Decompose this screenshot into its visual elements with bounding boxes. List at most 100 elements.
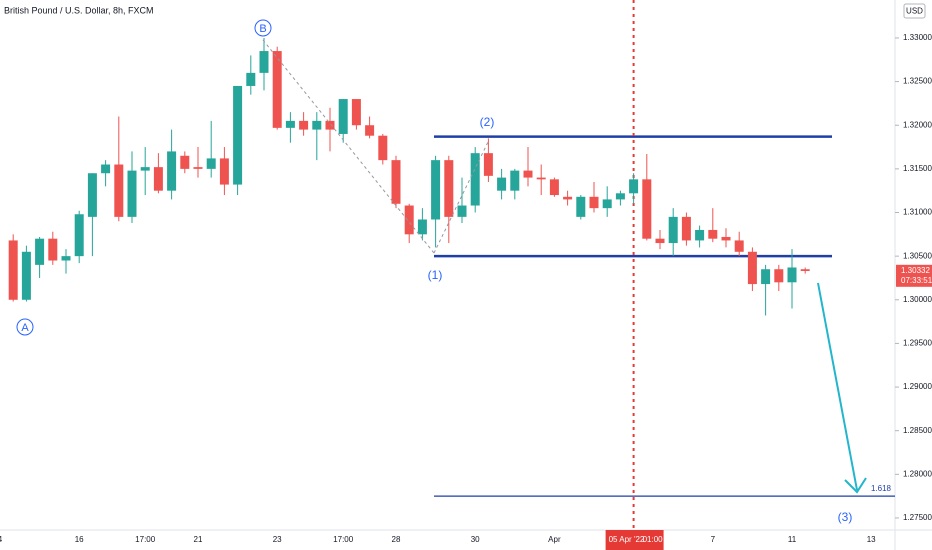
candle-body (35, 238, 45, 265)
y-tick-label: 1.31000 (903, 208, 932, 217)
x-tick-label: 17:00 (333, 535, 354, 544)
candle-body (193, 167, 203, 169)
candle-body (404, 205, 414, 235)
x-tick-label: 21 (194, 535, 203, 544)
candle-body (140, 167, 150, 171)
y-tick-label: 1.32500 (903, 77, 932, 86)
x-tick-label: 17:00 (135, 535, 156, 544)
candle-body (629, 179, 639, 194)
y-tick-label: 1.31500 (903, 164, 932, 173)
candle-body (378, 135, 388, 161)
candle-body (272, 51, 282, 128)
x-tick-label: 4 (0, 535, 3, 544)
candle-body (180, 155, 190, 169)
candle-body (312, 120, 322, 130)
candle-body (721, 236, 731, 241)
candle-body (153, 167, 163, 191)
candle-body (8, 240, 18, 300)
candle-body (681, 216, 691, 241)
y-tick-label: 1.27500 (903, 513, 932, 522)
last-price-box (896, 264, 932, 287)
level-label: 1.618 (871, 484, 892, 493)
candle-body (589, 196, 599, 209)
candle-body (233, 85, 243, 185)
candle-body (470, 153, 480, 206)
candle-body (734, 240, 744, 252)
candle-body (536, 177, 546, 180)
candle-body (325, 120, 335, 130)
candle-body (21, 251, 31, 300)
candle-body (259, 51, 269, 73)
candle-body (602, 199, 612, 209)
candle-body (747, 251, 757, 285)
candle-body (338, 99, 348, 134)
candle-body (48, 238, 58, 261)
candle-body (101, 164, 111, 174)
candle-body (391, 160, 401, 204)
y-tick-label: 1.30000 (903, 295, 932, 304)
candle-body (708, 229, 718, 239)
x-tick-label: 11 (788, 535, 797, 544)
wave-circle (16, 318, 34, 336)
candle-body (206, 158, 216, 169)
y-tick-label: 1.29000 (903, 382, 932, 391)
candle-body (219, 158, 229, 185)
candle-body (615, 193, 625, 200)
y-tick-label: 1.29500 (903, 339, 932, 348)
projection-arrow (817, 282, 858, 491)
candle-body (299, 120, 309, 130)
x-tick-label: 23 (273, 535, 282, 544)
candle-body (668, 216, 678, 244)
x-tick-label: 30 (471, 535, 480, 544)
wave-label: (3) (838, 510, 853, 524)
candle-body (497, 177, 507, 191)
wave-circle (254, 19, 272, 37)
candle-body (642, 179, 652, 239)
candle-body (431, 160, 441, 220)
candle-body (61, 256, 71, 261)
candle-body (695, 229, 705, 241)
candle-body (523, 170, 533, 178)
candle-body (365, 125, 375, 136)
candle-body (285, 120, 295, 128)
wave-guide (433, 141, 489, 254)
currency[interactable]: USD (906, 7, 923, 16)
candle-body (483, 153, 493, 176)
candle-body (457, 205, 467, 217)
chart-title: British Pound / U.S. Dollar, 8h, FXCM (4, 5, 154, 15)
candle-body (774, 269, 784, 283)
candle-body (246, 72, 256, 86)
last-price: 1.30332 (901, 266, 930, 275)
candle-body (127, 170, 137, 217)
candle-body (87, 173, 97, 217)
crosshair-label: 05 Apr '22 (609, 535, 645, 544)
candle-body (114, 164, 124, 217)
x-tick-label: 28 (392, 535, 401, 544)
crosshair-time: 01:00 (643, 535, 664, 544)
y-tick-label: 1.28500 (903, 426, 932, 435)
candle-body (800, 269, 810, 271)
candle-body (167, 151, 177, 191)
y-tick-label: 1.33000 (903, 33, 932, 42)
x-tick-label: Apr (548, 535, 561, 544)
x-tick-label: 7 (711, 535, 716, 544)
wave-label: (1) (428, 268, 443, 282)
candle-body (417, 219, 427, 235)
arrow-head (844, 477, 867, 494)
currency-box[interactable] (903, 3, 926, 19)
candle-body (761, 269, 771, 285)
wave-label: B (259, 23, 266, 35)
candle-body (563, 196, 573, 200)
countdown: 07:33:51 (901, 276, 932, 285)
candle-body (576, 196, 586, 217)
candle-body (74, 214, 84, 257)
y-tick-label: 1.32000 (903, 120, 932, 129)
candle-body (510, 170, 520, 191)
candle-body (655, 238, 665, 244)
y-tick-label: 1.28000 (903, 469, 932, 478)
candle-body (444, 160, 454, 217)
x-tick-label: 16 (75, 535, 84, 544)
candle-body (787, 267, 797, 283)
